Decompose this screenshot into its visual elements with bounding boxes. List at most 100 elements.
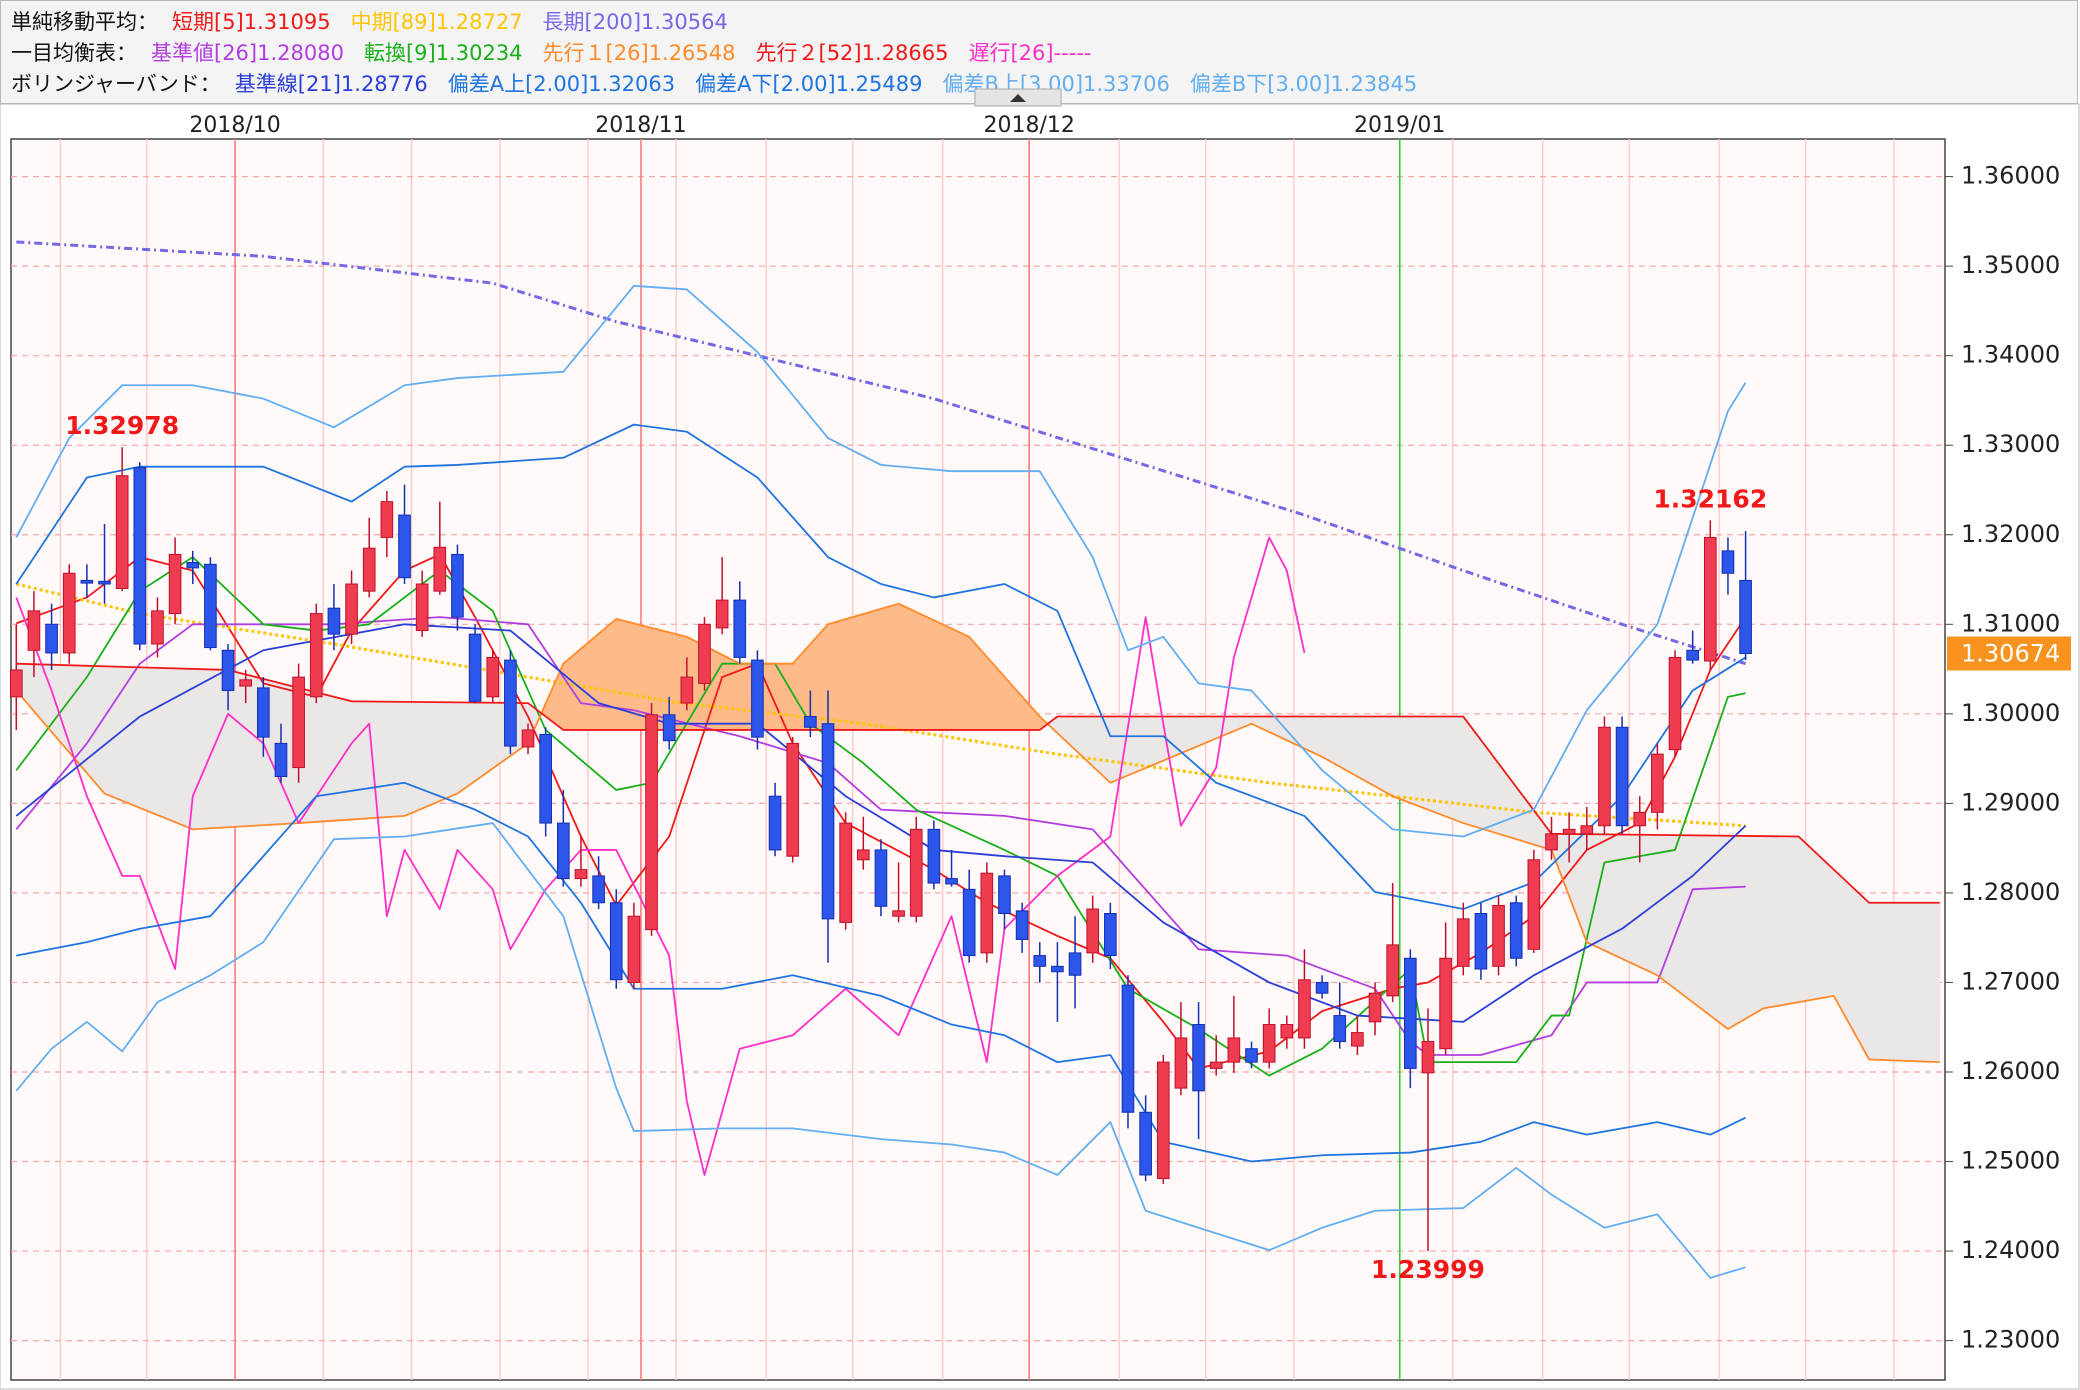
- candle-body: [1668, 656, 1682, 751]
- y-tick-label: 1.33000: [1961, 430, 2060, 458]
- cloud: [1387, 716, 1394, 797]
- legend-entry: 転換[9]1.30234: [363, 41, 523, 65]
- last-price-label: 1.30674: [1961, 639, 2060, 667]
- cloud: [1762, 835, 1769, 1009]
- y-tick-label: 1.34000: [1961, 341, 2060, 369]
- cloud: [1410, 716, 1416, 806]
- candle-body: [451, 553, 464, 618]
- cloud: [832, 621, 838, 731]
- y-tick-label: 1.25000: [1961, 1147, 2060, 1175]
- cloud: [845, 617, 851, 731]
- cloud: [1899, 902, 1906, 1062]
- cloud: [1012, 685, 1019, 731]
- indicator-line: [16, 662, 1940, 904]
- candle-body: [1386, 944, 1400, 997]
- cloud: [1630, 834, 1637, 966]
- cloud: [1339, 716, 1345, 770]
- cloud: [1912, 902, 1919, 1062]
- candle-body: [715, 599, 729, 629]
- candle-body: [1333, 1015, 1347, 1043]
- cloud: [955, 630, 962, 731]
- legend-entry: 偏差A下[2.00]1.25489: [695, 72, 923, 96]
- cloud: [1604, 834, 1610, 953]
- candle-body: [98, 580, 111, 585]
- cloud: [1074, 716, 1081, 755]
- legend-entry: 先行２[52]1.28665: [755, 41, 949, 65]
- candle-body: [768, 795, 782, 851]
- candle-body: [998, 875, 1011, 915]
- cloud: [1096, 716, 1103, 776]
- cloud: [1851, 885, 1857, 1037]
- cloud: [99, 665, 106, 795]
- x-tick-label: 2019/01: [1354, 113, 1445, 138]
- cloud: [1692, 835, 1698, 1007]
- candle-body: [468, 633, 482, 702]
- cloud: [170, 667, 176, 823]
- cloud: [611, 618, 617, 731]
- cloud: [1732, 835, 1738, 1027]
- cloud: [1198, 716, 1204, 747]
- cloud: [382, 701, 388, 818]
- cloud: [858, 613, 865, 731]
- cloud: [1802, 839, 1809, 1002]
- cloud: [920, 613, 926, 731]
- legend-entry: 偏差B下[3.00]1.23845: [1189, 72, 1418, 96]
- indicator-line: [15, 602, 1940, 1064]
- y-tick-label: 1.23000: [1961, 1326, 2060, 1354]
- y-tick-label: 1.32000: [1961, 520, 2060, 548]
- candle-body: [804, 716, 817, 728]
- cloud: [924, 615, 931, 731]
- cloud: [1626, 834, 1632, 964]
- cloud: [1785, 836, 1791, 1005]
- candle-body: [9, 669, 23, 698]
- candle-body: [257, 687, 270, 738]
- cloud: [1657, 834, 1663, 980]
- cloud: [796, 653, 803, 731]
- legend-entry: 基準値[26]1.28080: [151, 41, 344, 65]
- collapse-button[interactable]: [974, 88, 1062, 107]
- cloud: [1458, 716, 1464, 824]
- cloud: [1780, 836, 1787, 1006]
- cloud: [1361, 716, 1367, 782]
- legend-row: 一目均衡表： 基準値[26]1.28080 転換[9]1.30234 先行１[26]1…: [11, 38, 1111, 66]
- cloud: [435, 701, 441, 804]
- cloud: [113, 666, 119, 800]
- cloud: [1727, 835, 1734, 1030]
- cloud: [174, 668, 181, 825]
- candle-body: [80, 579, 94, 584]
- cloud: [1352, 716, 1359, 778]
- collapse-arrow[interactable]: [1010, 94, 1026, 102]
- candle-body: [1439, 957, 1452, 1050]
- cloud: [249, 675, 256, 827]
- candle-body: [204, 563, 217, 649]
- x-tick-label: 2018/12: [983, 113, 1074, 138]
- cloud: [1710, 835, 1716, 1020]
- cloud: [1811, 848, 1817, 1001]
- candle-body: [433, 546, 447, 592]
- cloud: [739, 663, 745, 731]
- cloud: [1573, 833, 1579, 920]
- candle-body: [1598, 726, 1611, 827]
- cloud: [840, 618, 847, 731]
- cloud: [1202, 716, 1209, 745]
- candle-body: [186, 562, 200, 569]
- cloud: [1798, 835, 1804, 1003]
- cloud: [968, 636, 975, 731]
- candle-body: [962, 888, 976, 957]
- cloud: [876, 608, 882, 731]
- cloud: [1485, 745, 1491, 832]
- candle-body: [909, 828, 923, 917]
- cloud: [1211, 716, 1217, 741]
- candle-body: [556, 822, 570, 880]
- cloud: [1908, 902, 1914, 1062]
- candle-body: [733, 599, 747, 658]
- cloud: [1343, 716, 1350, 773]
- cloud: [364, 701, 370, 819]
- y-tick-label: 1.24000: [1961, 1236, 2060, 1264]
- candle-body: [839, 822, 852, 923]
- cloud: [1926, 902, 1932, 1063]
- cloud: [1930, 902, 1936, 1063]
- cloud: [1758, 835, 1764, 1012]
- candle-body: [1404, 957, 1417, 1069]
- cloud: [1189, 716, 1195, 750]
